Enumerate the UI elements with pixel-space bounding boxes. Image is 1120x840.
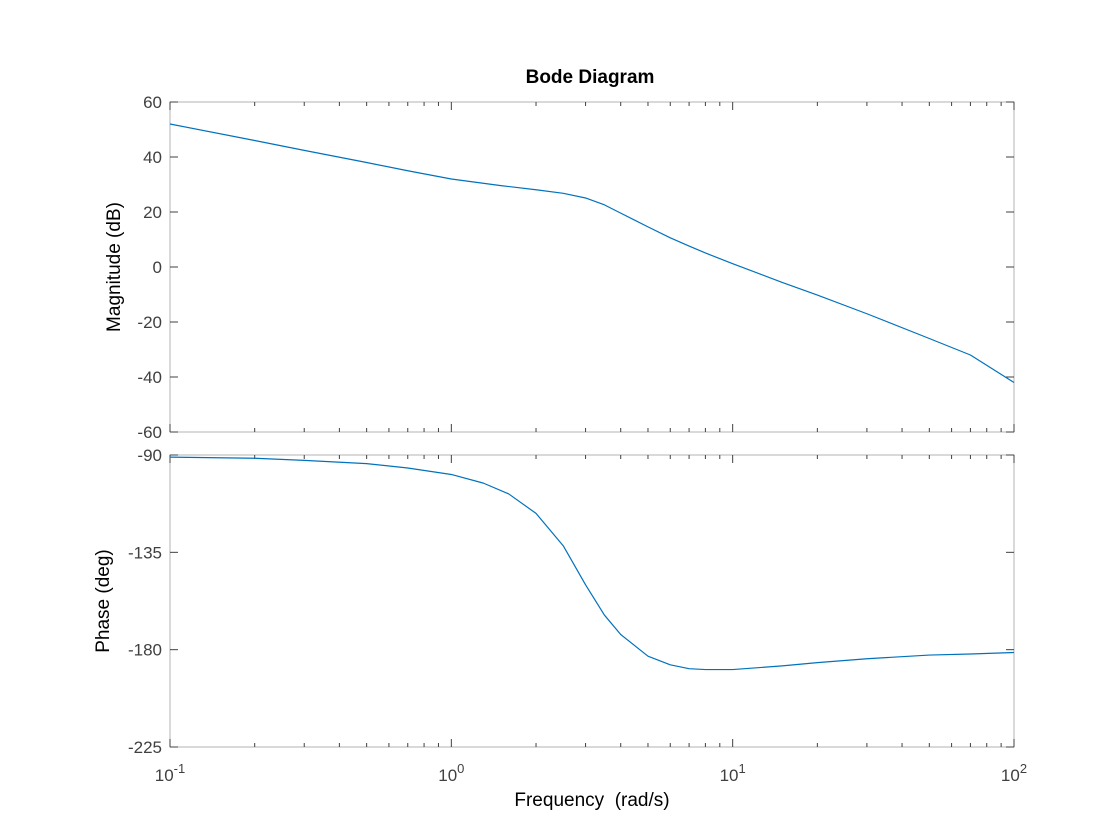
x-tick-labels: 10-1 100 101 102 [155,761,1027,785]
magnitude-curve [169,123,1015,384]
phase-y-tick-label: -225 [128,738,162,757]
magnitude-panel: 60 40 20 0 -20 -40 -60 Magnitude (dB) [104,93,1015,442]
x-tick-base: 10 [155,766,174,785]
phase-y-tick-label: -135 [128,543,162,562]
x-tick-label: 10-1 [155,761,185,785]
x-axis-label: Frequency (rad/s) [514,790,669,811]
phase-y-tick-label: -90 [137,446,162,465]
magnitude-y-tick-label: 40 [143,148,162,167]
magnitude-y-tick-label: 20 [143,203,162,222]
magnitude-y-tick-label: -20 [137,313,162,332]
phase-plot-frame [169,454,1015,748]
phase-ylabel: Phase (deg) [93,549,114,653]
magnitude-y-tick-label: -40 [137,368,162,387]
phase-panel: -90 -135 -180 -225 Phase (deg) [93,446,1015,757]
x-tick-base: 10 [1001,766,1020,785]
phase-curve [169,456,1015,671]
x-tick-label: 100 [438,761,464,785]
x-tick-label: 102 [1001,761,1027,785]
x-tick-exponent: -1 [174,761,186,776]
phase-y-tick-label: -180 [128,641,162,660]
x-tick-label: 101 [720,761,746,785]
magnitude-y-tick-label: 60 [143,93,162,112]
magnitude-y-tick-label: -60 [137,423,162,442]
x-tick-base: 10 [438,766,457,785]
magnitude-ylabel: Magnitude (dB) [104,202,125,332]
chart-title: Bode Diagram [526,67,655,88]
x-tick-exponent: 0 [457,761,464,776]
x-tick-base: 10 [720,766,739,785]
magnitude-y-tick-label: 0 [153,258,162,277]
x-tick-exponent: 1 [739,761,746,776]
x-tick-exponent: 2 [1020,761,1027,776]
magnitude-plot-frame [169,101,1015,433]
